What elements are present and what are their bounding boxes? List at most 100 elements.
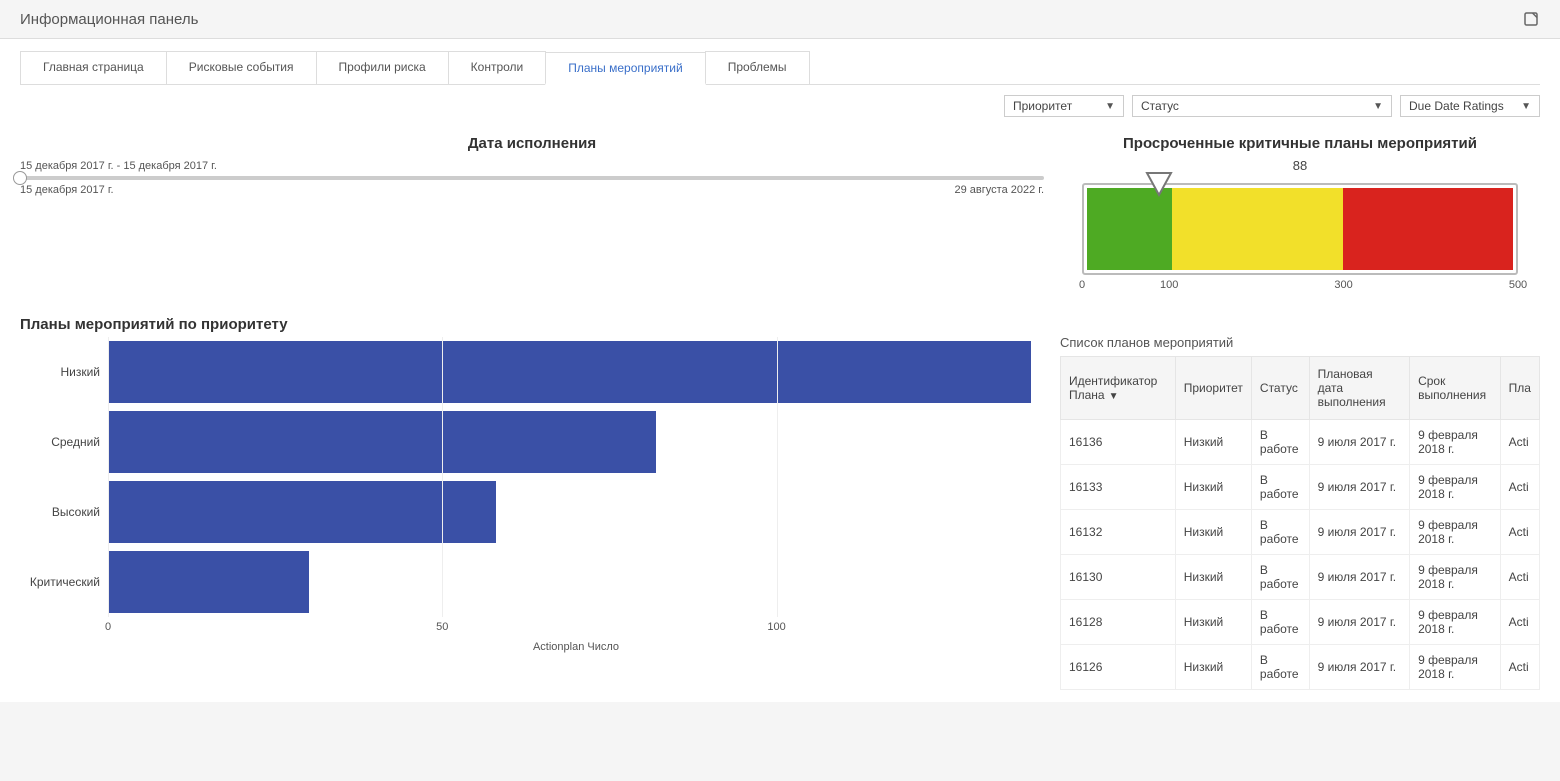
- tab-0[interactable]: Главная страница: [20, 51, 167, 84]
- bar-row: Высокий: [20, 477, 1044, 547]
- table-cell: 9 июля 2017 г.: [1309, 645, 1409, 690]
- table-cell: Acti: [1500, 420, 1539, 465]
- main-grid: Дата исполнения 15 декабря 2017 г. - 15 …: [20, 125, 1540, 690]
- table-cell: В работе: [1251, 555, 1309, 600]
- date-slider: 15 декабря 2017 г. - 15 декабря 2017 г. …: [20, 160, 1044, 196]
- chevron-down-icon: ▼: [1373, 101, 1383, 112]
- table-row[interactable]: 16128НизкийВ работе9 июля 2017 г.9 февра…: [1061, 600, 1540, 645]
- tab-2[interactable]: Профили риска: [316, 51, 449, 84]
- bar-label: Средний: [20, 435, 100, 449]
- table-column-header[interactable]: Статус: [1251, 357, 1309, 420]
- table-column-header[interactable]: Идентификатор Плана▼: [1061, 357, 1176, 420]
- table-cell: В работе: [1251, 645, 1309, 690]
- tabs: Главная страницаРисковые событияПрофили …: [20, 51, 1540, 85]
- dropdown-label: Статус: [1141, 99, 1179, 113]
- table-cell: Acti: [1500, 465, 1539, 510]
- gauge: 88 0100300500: [1060, 158, 1540, 295]
- bar-label: Критический: [20, 575, 100, 589]
- slider-thumb[interactable]: [13, 171, 27, 185]
- x-tick: 50: [436, 621, 448, 633]
- dropdown-label: Приоритет: [1013, 99, 1072, 113]
- table-cell: 9 июля 2017 г.: [1309, 465, 1409, 510]
- gauge-axis: 0100300500: [1082, 279, 1518, 295]
- bar-label: Низкий: [20, 365, 100, 379]
- table-column-header[interactable]: Пла: [1500, 357, 1539, 420]
- table-cell: 9 февраля 2018 г.: [1410, 510, 1501, 555]
- table-column-header[interactable]: Плановая дата выполнения: [1309, 357, 1409, 420]
- table-row[interactable]: 16133НизкийВ работе9 июля 2017 г.9 февра…: [1061, 465, 1540, 510]
- table-cell: Низкий: [1175, 420, 1251, 465]
- gauge-tick: 300: [1334, 279, 1352, 291]
- tab-3[interactable]: Контроли: [448, 51, 547, 84]
- table-cell: В работе: [1251, 510, 1309, 555]
- plans-table: Идентификатор Плана▼ПриоритетСтатусПлано…: [1060, 356, 1540, 690]
- status-dropdown[interactable]: Статус ▼: [1132, 95, 1392, 117]
- priority-dropdown[interactable]: Приоритет ▼: [1004, 95, 1124, 117]
- bar-track: [108, 337, 1044, 407]
- expand-icon[interactable]: [1522, 10, 1540, 28]
- dropdown-label: Due Date Ratings: [1409, 99, 1504, 113]
- content-area: Главная страницаРисковые событияПрофили …: [0, 39, 1560, 702]
- tab-4[interactable]: Планы мероприятий: [545, 52, 705, 85]
- date-slider-title: Дата исполнения: [20, 135, 1044, 152]
- tab-5[interactable]: Проблемы: [705, 51, 810, 84]
- bar-row: Средний: [20, 407, 1044, 477]
- x-axis: 0 50 100: [108, 621, 1044, 639]
- due-ratings-dropdown[interactable]: Due Date Ratings ▼: [1400, 95, 1540, 117]
- table-cell: 9 февраля 2018 г.: [1410, 465, 1501, 510]
- table-cell: Acti: [1500, 555, 1539, 600]
- x-tick: 0: [105, 621, 111, 633]
- table-row[interactable]: 16132НизкийВ работе9 июля 2017 г.9 февра…: [1061, 510, 1540, 555]
- table-cell: Низкий: [1175, 645, 1251, 690]
- gauge-segment: [1087, 188, 1172, 270]
- table-cell: В работе: [1251, 420, 1309, 465]
- gauge-tick: 0: [1079, 279, 1085, 291]
- table-cell: 16128: [1061, 600, 1176, 645]
- table-cell: 16133: [1061, 465, 1176, 510]
- priority-bar-chart: Низкий Средний Высокий Критический: [20, 337, 1044, 617]
- page-header: Информационная панель: [0, 0, 1560, 39]
- chevron-down-icon: ▼: [1105, 101, 1115, 112]
- slider-max-label: 29 августа 2022 г.: [955, 184, 1044, 196]
- left-column: Дата исполнения 15 декабря 2017 г. - 15 …: [20, 125, 1044, 690]
- bar-fill[interactable]: [108, 411, 656, 473]
- bar-track: [108, 407, 1044, 477]
- table-column-header[interactable]: Срок выполнения: [1410, 357, 1501, 420]
- bar-row: Низкий: [20, 337, 1044, 407]
- table-cell: 9 февраля 2018 г.: [1410, 645, 1501, 690]
- bar-fill[interactable]: [108, 341, 1031, 403]
- table-header-row: Идентификатор Плана▼ПриоритетСтатусПлано…: [1061, 357, 1540, 420]
- gauge-tick: 100: [1160, 279, 1178, 291]
- bar-track: [108, 547, 1044, 617]
- table-body: 16136НизкийВ работе9 июля 2017 г.9 февра…: [1061, 420, 1540, 690]
- gauge-pointer-icon: [1145, 169, 1173, 197]
- slider-range-label: 15 декабря 2017 г. - 15 декабря 2017 г.: [20, 160, 1044, 172]
- x-tick: 100: [767, 621, 785, 633]
- table-row[interactable]: 16136НизкийВ работе9 июля 2017 г.9 февра…: [1061, 420, 1540, 465]
- table-row[interactable]: 16130НизкийВ работе9 июля 2017 г.9 февра…: [1061, 555, 1540, 600]
- gauge-segment: [1343, 188, 1513, 270]
- table-cell: 9 июля 2017 г.: [1309, 555, 1409, 600]
- table-cell: 9 февраля 2018 г.: [1410, 555, 1501, 600]
- table-cell: Acti: [1500, 600, 1539, 645]
- table-cell: 16130: [1061, 555, 1176, 600]
- table-cell: В работе: [1251, 600, 1309, 645]
- table-cell: 16132: [1061, 510, 1176, 555]
- table-cell: 9 июля 2017 г.: [1309, 420, 1409, 465]
- slider-min-label: 15 декабря 2017 г.: [20, 184, 114, 196]
- gauge-title: Просроченные критичные планы мероприятий: [1060, 135, 1540, 152]
- tab-1[interactable]: Рисковые события: [166, 51, 317, 84]
- table-cell: Acti: [1500, 645, 1539, 690]
- bar-fill[interactable]: [108, 551, 309, 613]
- table-cell: Низкий: [1175, 555, 1251, 600]
- gauge-tick: 500: [1509, 279, 1527, 291]
- table-cell: Низкий: [1175, 600, 1251, 645]
- bar-fill[interactable]: [108, 481, 496, 543]
- table-row[interactable]: 16126НизкийВ работе9 июля 2017 г.9 февра…: [1061, 645, 1540, 690]
- table-cell: 16136: [1061, 420, 1176, 465]
- x-axis-title: Actionplan Число: [108, 641, 1044, 653]
- slider-track[interactable]: [20, 176, 1044, 180]
- table-cell: 9 июля 2017 г.: [1309, 510, 1409, 555]
- page-title: Информационная панель: [20, 11, 198, 28]
- table-column-header[interactable]: Приоритет: [1175, 357, 1251, 420]
